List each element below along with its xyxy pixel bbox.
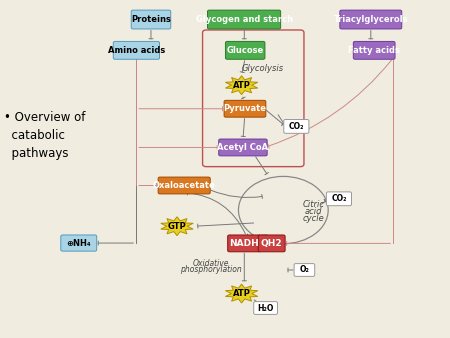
FancyBboxPatch shape [294, 264, 315, 276]
Text: Oxidative: Oxidative [193, 260, 229, 268]
Text: • Overview of
  catabolic
  pathways: • Overview of catabolic pathways [4, 111, 86, 160]
Text: Proteins: Proteins [131, 15, 171, 24]
FancyBboxPatch shape [254, 301, 278, 314]
FancyBboxPatch shape [353, 42, 395, 59]
Text: acid: acid [305, 207, 323, 216]
FancyBboxPatch shape [131, 10, 171, 29]
Text: ATP: ATP [233, 81, 251, 90]
Text: Citric: Citric [303, 200, 325, 209]
Text: CO₂: CO₂ [331, 194, 346, 203]
FancyBboxPatch shape [225, 42, 265, 59]
FancyBboxPatch shape [224, 100, 266, 117]
Text: Oxaloacetate: Oxaloacetate [153, 181, 216, 190]
FancyBboxPatch shape [219, 139, 267, 156]
Text: Amino acids: Amino acids [108, 46, 165, 55]
Text: Pyruvate: Pyruvate [224, 104, 266, 113]
Polygon shape [225, 76, 258, 95]
Text: Fatty acids: Fatty acids [348, 46, 400, 55]
Text: Triacylglycerols: Triacylglycerols [333, 15, 408, 24]
FancyBboxPatch shape [207, 10, 281, 29]
Text: ⊕NH₄: ⊕NH₄ [67, 239, 91, 247]
Text: Glucose: Glucose [226, 46, 264, 55]
Polygon shape [161, 217, 193, 236]
Polygon shape [225, 284, 258, 303]
FancyBboxPatch shape [61, 235, 97, 251]
Text: Glycogen and starch: Glycogen and starch [195, 15, 292, 24]
Text: QH2: QH2 [261, 239, 283, 248]
Text: phosphorylation: phosphorylation [180, 265, 242, 274]
Text: cycle: cycle [303, 214, 325, 223]
FancyBboxPatch shape [158, 177, 210, 194]
Text: Acetyl CoA: Acetyl CoA [217, 143, 269, 152]
Text: Glycolysis: Glycolysis [241, 64, 284, 73]
FancyBboxPatch shape [228, 235, 261, 252]
Text: GTP: GTP [167, 222, 186, 231]
Text: ATP: ATP [233, 289, 251, 298]
FancyBboxPatch shape [326, 192, 351, 206]
Text: CO₂: CO₂ [288, 122, 304, 131]
FancyBboxPatch shape [340, 10, 402, 29]
Text: H₂O: H₂O [257, 304, 274, 313]
FancyBboxPatch shape [284, 120, 309, 133]
FancyBboxPatch shape [258, 235, 285, 252]
FancyBboxPatch shape [113, 42, 159, 59]
Text: O₂: O₂ [299, 265, 309, 274]
Text: NADH: NADH [229, 239, 259, 248]
